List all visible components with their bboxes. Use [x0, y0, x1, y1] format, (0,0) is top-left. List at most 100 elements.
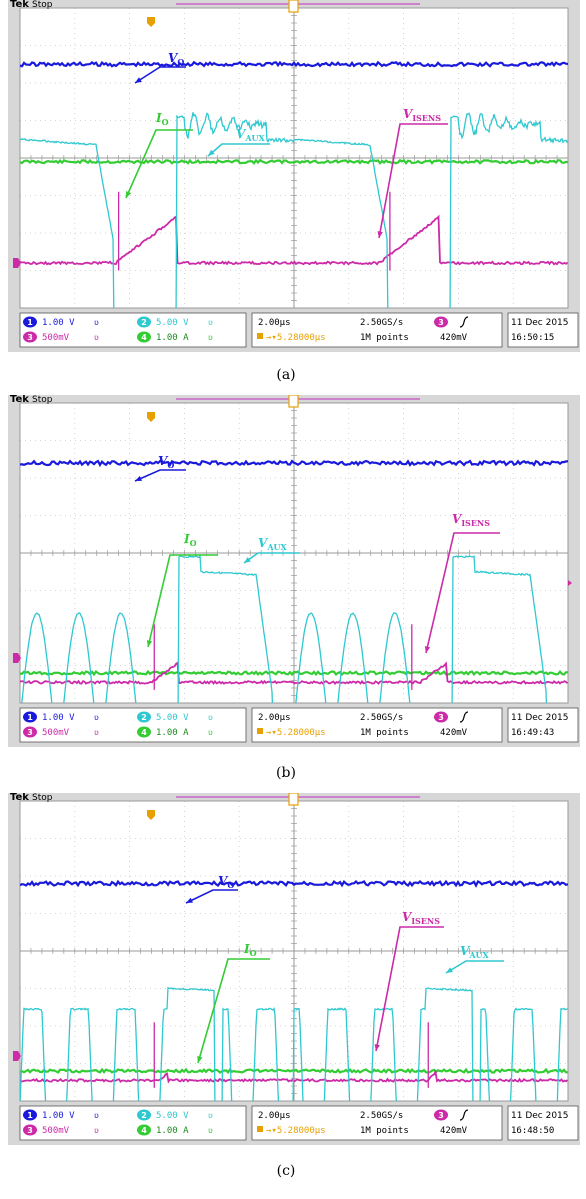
rising-edge-icon: [459, 1109, 469, 1121]
arrow-io-head: [126, 191, 132, 198]
scope-panel-b: Tek Stop VO IO VAUX VISENS 1 1.00 V ʋ 2 5.00 V ʋ 3 50…: [8, 395, 580, 747]
brand-label: Tek: [10, 0, 29, 10]
record-length: 1M points: [360, 728, 409, 738]
ch1-trace-vo: [20, 60, 568, 68]
ch2-badge: [137, 316, 151, 328]
oscilloscope-plot-b: Tek Stop VO IO VAUX VISENS 1 1.00 V ʋ 2 5.00 V ʋ 3 50…: [10, 395, 579, 743]
timebase-readout-box: [251, 312, 503, 348]
time-value: 16:50:15: [511, 333, 554, 343]
arrow-visens-head: [374, 1044, 380, 1051]
arrow-visens: [425, 532, 500, 654]
ch1-badge: [23, 1109, 37, 1121]
ch2-badge-number: 2: [141, 1111, 147, 1120]
ch2-badge: [137, 1109, 151, 1121]
ch3-badge-number: 3: [27, 333, 33, 342]
date-box: [507, 312, 579, 348]
label-vaux: VAUX: [236, 127, 265, 143]
trigger-source-badge-number: 3: [438, 713, 444, 722]
waveform-group: [20, 459, 568, 703]
sample-rate: 2.50GS/s: [360, 713, 403, 723]
trigger-level: 420mV: [440, 728, 468, 738]
ch3-ground-marker: [13, 653, 21, 663]
waveform-group: [20, 60, 568, 308]
ch3-bandwidth-icon: ʋ: [94, 333, 99, 342]
ch1-badge-number: 1: [27, 318, 33, 327]
ch3-scale: 500mV: [42, 333, 70, 343]
ch4-badge-number: 4: [141, 333, 147, 342]
trigger-source-badge: [434, 1109, 448, 1121]
arrow-io-head: [197, 1056, 203, 1063]
trigger-position-marker: [288, 0, 299, 13]
ch1-bandwidth-icon: ʋ: [94, 318, 99, 327]
record-length: 1M points: [360, 1126, 409, 1136]
arrow-vaux-head: [244, 557, 251, 563]
channel-readout-box: [19, 1105, 247, 1141]
ch4-scale: 1.00 A: [156, 728, 189, 738]
ch4-bandwidth-icon: ʋ: [208, 728, 213, 737]
trigger-marker-icon: [147, 810, 155, 820]
label-vo: VO: [158, 454, 174, 470]
arrow-vo-head: [186, 897, 193, 903]
scope-panel-c: Tek Stop VO IO VAUX VISENS 1 1.00 V ʋ 2 5.00 V ʋ 3 50…: [8, 793, 580, 1145]
label-vo: VO: [168, 51, 184, 67]
ch3-badge: [23, 1124, 37, 1136]
ch4-badge: [137, 1124, 151, 1136]
ch4-badge-number: 4: [141, 728, 147, 737]
arrow-vo: [134, 66, 186, 84]
ch1-badge: [23, 711, 37, 723]
graticule: [19, 7, 569, 309]
ch2-badge-number: 2: [141, 318, 147, 327]
ch1-scale: 1.00 V: [42, 318, 75, 328]
timebase-value: 2.00µs: [258, 318, 291, 328]
ch2-trace-vaux: [21, 554, 548, 703]
ch1-scale: 1.00 V: [42, 713, 75, 723]
ch1-badge: [23, 316, 37, 328]
ch3-trigger-level-marker: [568, 580, 572, 586]
trigger-level: 420mV: [440, 1126, 468, 1136]
delay-icon: [257, 1126, 263, 1132]
timebase-value: 2.00µs: [258, 713, 291, 723]
waveform-group: [20, 879, 568, 1101]
arrow-io: [125, 129, 193, 199]
ch4-bandwidth-icon: ʋ: [208, 1126, 213, 1135]
oscilloscope-plot-c: Tek Stop VO IO VAUX VISENS 1 1.00 V ʋ 2 5.00 V ʋ 3 50…: [10, 793, 579, 1141]
label-io: IO: [243, 942, 257, 958]
trigger-level: 420mV: [440, 333, 468, 343]
ch2-bandwidth-icon: ʋ: [208, 1111, 213, 1120]
ch2-scale: 5.00 V: [156, 713, 189, 723]
ch3-badge: [23, 726, 37, 738]
label-visens: VISENS: [402, 910, 440, 926]
arrow-visens: [375, 926, 444, 1052]
ch3-scale: 500mV: [42, 1126, 70, 1136]
ch2-scale: 5.00 V: [156, 1111, 189, 1121]
trigger-position-marker: [288, 793, 299, 806]
arrow-vo-head: [135, 77, 142, 83]
trigger-source-badge: [434, 316, 448, 328]
record-length: 1M points: [360, 333, 409, 343]
ch4-trace-io: [20, 669, 568, 677]
ch1-trace-vo: [20, 879, 568, 888]
ch2-bandwidth-icon: ʋ: [208, 318, 213, 327]
ch3-badge-number: 3: [27, 1126, 33, 1135]
date-box: [507, 1105, 579, 1141]
caption-c: (c): [276, 1163, 296, 1179]
ch2-badge: [137, 711, 151, 723]
timebase-readout-box: [251, 1105, 503, 1141]
date-box: [507, 707, 579, 743]
arrow-vo: [185, 889, 238, 904]
date-value: 11 Dec 2015: [511, 318, 569, 328]
ch3-bandwidth-icon: ʋ: [94, 728, 99, 737]
arrow-visens: [378, 123, 448, 239]
ch4-scale: 1.00 A: [156, 1126, 189, 1136]
trigger-source-badge-number: 3: [438, 318, 444, 327]
delay-icon: [257, 728, 263, 734]
oscilloscope-screen-b: Tek Stop VO IO VAUX VISENS 1 1.00 V ʋ 2 5.00 V ʋ 3 50…: [8, 395, 580, 747]
ch1-bandwidth-icon: ʋ: [94, 713, 99, 722]
ch4-bandwidth-icon: ʋ: [208, 333, 213, 342]
arrow-io: [147, 554, 218, 648]
arrow-io-head: [146, 640, 153, 647]
date-value: 11 Dec 2015: [511, 1111, 569, 1121]
ch3-bandwidth-icon: ʋ: [94, 1126, 99, 1135]
caption-b: (b): [276, 765, 296, 781]
channel-readout-box: [19, 312, 247, 348]
